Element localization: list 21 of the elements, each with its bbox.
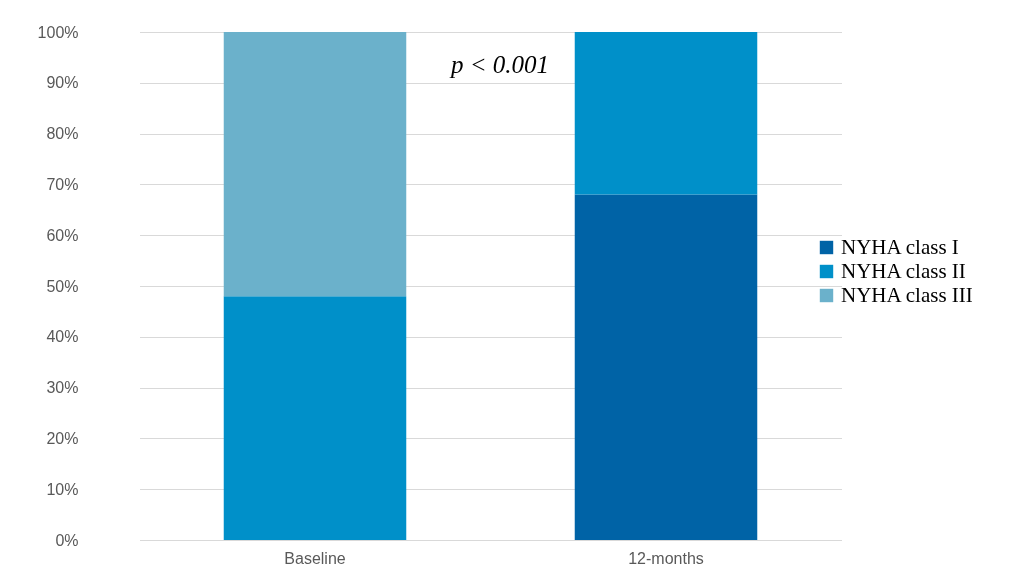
bar: [223, 296, 407, 540]
y-tick-label: 70%: [46, 175, 79, 193]
annotation: p < 0.001: [448, 51, 550, 78]
y-tick-label: 90%: [46, 74, 79, 92]
bar: [223, 32, 407, 297]
y-tick-label: 20%: [46, 429, 79, 447]
x-tick-label: Baseline: [284, 549, 346, 567]
y-tick-label: 30%: [46, 379, 79, 397]
y-tick-label: 40%: [46, 328, 79, 346]
legend-label: NYHA class II: [841, 258, 966, 283]
y-tick-label: 10%: [46, 480, 79, 498]
legend-label: NYHA class I: [841, 234, 959, 259]
x-tick-label: 12-months: [628, 549, 704, 567]
y-tick-label: 50%: [46, 277, 79, 295]
y-tick-label: 60%: [46, 226, 79, 244]
legend-label: NYHA class III: [841, 282, 973, 307]
bar: [574, 32, 758, 195]
bar: [574, 194, 758, 540]
y-tick-label: 0%: [55, 531, 79, 549]
y-tick-label: 100%: [37, 23, 79, 41]
y-tick-label: 80%: [46, 125, 79, 143]
